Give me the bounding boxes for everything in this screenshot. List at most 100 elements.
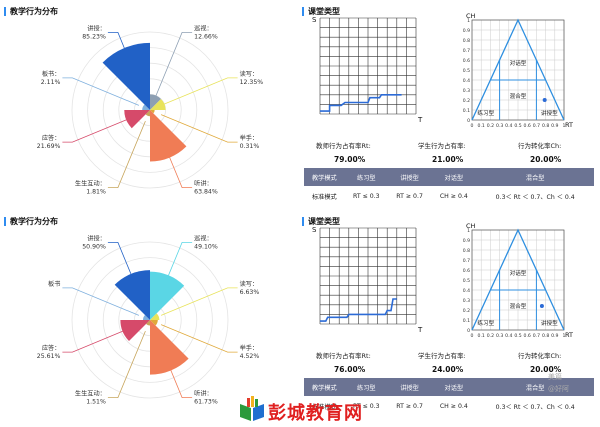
table-cell: CH ≥ 0.4 (439, 402, 468, 410)
rose-slice-name: 板书 (48, 280, 60, 288)
table-header: 讲授型 (387, 168, 432, 186)
rose-slice-value: 50.90% (82, 243, 106, 250)
rtch-x-tick: 0.3 (496, 123, 503, 129)
rtch-y-tick: 1 (467, 228, 470, 234)
rtch-y-tick: 0.4 (463, 78, 470, 84)
rtch-y-tick: 0.5 (463, 68, 470, 74)
rtch-y-tick: 0.3 (463, 88, 470, 94)
rtch-x-tick: 0 (471, 123, 474, 129)
rtch-x-tick: 0.2 (487, 123, 494, 129)
rtch-region-label: 对话型 (510, 269, 527, 277)
rose-grid-ring (87, 257, 213, 383)
rose-slice (142, 315, 150, 320)
rose-leader-line (107, 31, 125, 49)
rose-slice-value: 85.23% (82, 33, 106, 40)
rose-leader-line (160, 114, 238, 143)
rose-slice-name: 巡视： (194, 24, 213, 32)
rtch-y-tick: 0 (467, 118, 470, 124)
rtch-point (539, 304, 544, 308)
rtch-x-tick: 0.5 (514, 333, 521, 339)
rose-slice (150, 110, 155, 114)
table-cell: 0.3＜ Rt ＜ 0.7、Ch ＜ 0.4 (495, 193, 575, 201)
table-header: 对话型 (431, 378, 477, 396)
rose-slice-name: 巡视： (194, 234, 213, 242)
rtch-x-tick: 1 (563, 123, 566, 129)
rose-leader-line (107, 241, 132, 275)
rose-slice (150, 271, 185, 320)
st-line (320, 298, 397, 322)
rtch-x-tick: 0.3 (496, 333, 503, 339)
rtch-y-tick: 0.1 (463, 108, 470, 114)
rtch-y-tick: 0.6 (463, 268, 470, 274)
student-ratio-label: 学生行为占有率: (418, 352, 466, 360)
st-chart-2: ST (312, 226, 423, 334)
table-header: 练习型 (344, 378, 388, 396)
top-report: 教学行为分布 巡视： 12.66% 读写： 12.35% 举手： 0.31% 听讲： 63.8… (0, 0, 600, 210)
rtch-x-tick: 0.7 (533, 333, 540, 339)
table-cell: RT ≤ 0.3 (353, 402, 380, 410)
rose-leader-line (107, 120, 146, 189)
rtch-x-label: RT (565, 331, 573, 339)
rtch-y-tick: 0.2 (463, 98, 470, 104)
table-cell: 标准模式 (311, 403, 337, 411)
rtch-y-label: CH (466, 12, 476, 20)
rose-leader-line (170, 370, 193, 399)
rose-title: 教学行为分布 (4, 216, 58, 227)
table-header: 讲授型 (387, 378, 432, 396)
rose-slice-value: 25.61% (37, 353, 61, 360)
rose-slice (124, 110, 150, 129)
rtch-y-tick: 0.3 (463, 298, 470, 304)
rose-slice (142, 104, 150, 110)
rtch-y-tick: 0.8 (463, 38, 470, 44)
watermark-text: 美篇 (548, 373, 562, 381)
rose-leader-line (160, 324, 238, 353)
teacher-ratio-label: 教师行为占有率Rt: (316, 352, 371, 360)
rtch-x-tick: 0.2 (487, 333, 494, 339)
rose-slice-value: 12.66% (194, 33, 218, 40)
rose-slice (150, 110, 187, 162)
rtch-y-tick: 0.7 (463, 48, 470, 54)
mode-table: 教学模式 练习型 讲授型 对话型 混合型 标准模式 RT ≤ 0.3 RT ≥ … (304, 378, 594, 416)
rose-slice-value: 1.81% (86, 189, 106, 196)
rtch-x-tick: 0.6 (524, 333, 531, 339)
rose-slice-name: 听讲： (194, 390, 213, 398)
rtch-y-tick: 0.9 (463, 28, 470, 34)
rtch-y-tick: 0 (467, 328, 470, 334)
rose-title: 教学行为分布 (4, 6, 58, 17)
conversion-ratio-label: 行为转化率Ch: (518, 142, 562, 150)
rtch-x-tick: 0.6 (524, 123, 531, 129)
table-header: 混合型 (476, 168, 594, 186)
rose-slice (150, 99, 166, 110)
rtch-region-label: 练习型 (477, 319, 494, 327)
table-cell: RT ≥ 0.7 (396, 192, 423, 200)
rtch-y-label: CH (466, 222, 476, 230)
rtch-region-label: 对话型 (510, 59, 527, 67)
rtch-y-tick: 0.1 (463, 318, 470, 324)
rose-slice-value: 1.51% (86, 399, 106, 406)
rose-slice-value: 61.73% (194, 399, 218, 406)
rose-leader-line (168, 241, 193, 276)
table-header: 对话型 (431, 168, 477, 186)
rose-grid-ring (71, 31, 229, 189)
rtch-chart-1: 000.10.10.20.20.30.30.40.40.50.50.60.60.… (463, 12, 573, 129)
watermark-handle: @好阿 (548, 385, 569, 393)
rose-slice (150, 94, 161, 110)
rtch-x-tick: 0.1 (478, 123, 485, 129)
rose-slice (102, 42, 150, 110)
rtch-y-tick: 0.8 (463, 248, 470, 254)
rose-slice (150, 320, 189, 375)
rose-slice-value: 4.52% (240, 353, 260, 360)
conversion-ratio-value: 20.00% (530, 155, 562, 164)
rtch-x-tick: 0.7 (533, 123, 540, 129)
table-header: 练习型 (344, 168, 388, 186)
table-header: 教学模式 (304, 378, 345, 396)
rtch-triangle (471, 18, 565, 121)
rtch-x-tick: 1 (563, 333, 566, 339)
rose-leader-line (62, 330, 123, 353)
rose-slice-value: 63.84% (194, 189, 218, 196)
rtch-x-tick: 0.5 (514, 123, 521, 129)
brand-name: 彭城教育网 (268, 403, 363, 424)
rose-leader-line (62, 287, 140, 316)
rose-slice-value: 21.69% (37, 143, 61, 150)
rtch-region-label: 讲授型 (541, 109, 558, 117)
